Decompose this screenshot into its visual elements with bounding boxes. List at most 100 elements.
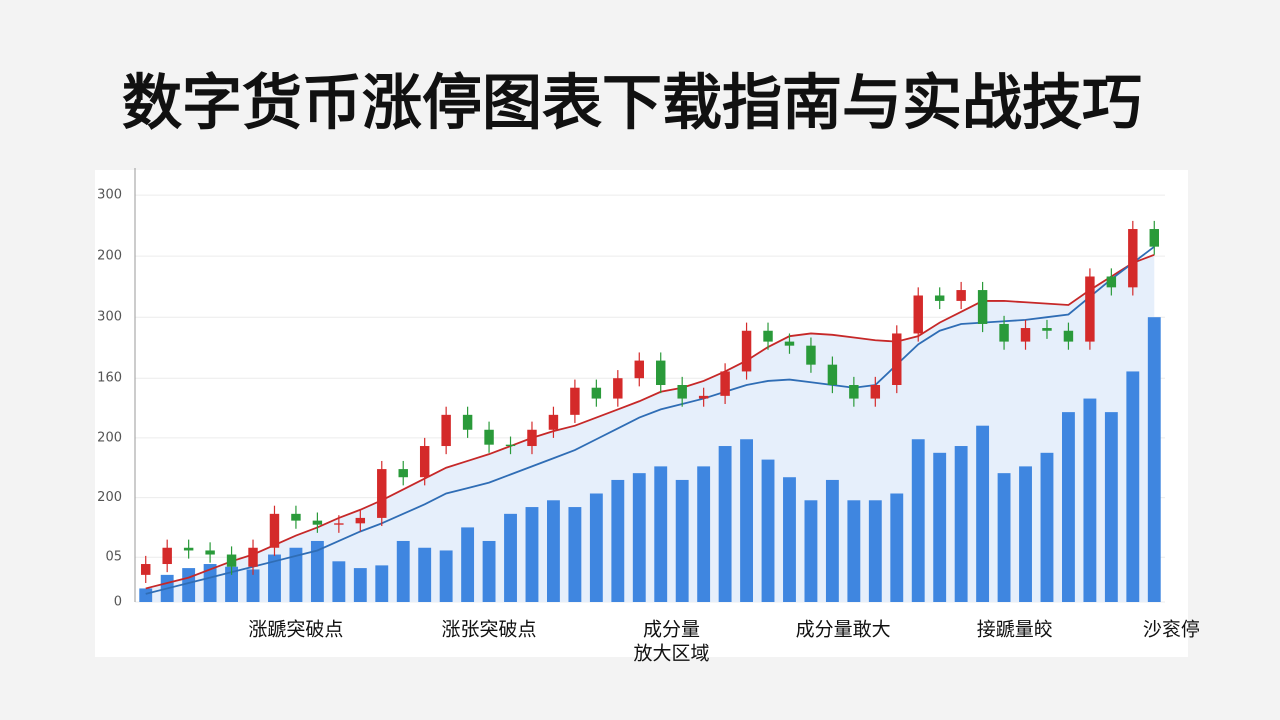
- candle-body: [677, 385, 687, 399]
- volume-bar: [568, 507, 582, 602]
- volume-bar: [418, 547, 432, 602]
- candle-body: [806, 345, 816, 365]
- annotation: 放大区域: [633, 643, 709, 665]
- candle-body: [1020, 328, 1031, 342]
- candle-body: [999, 323, 1009, 342]
- volume-bar: [332, 561, 346, 602]
- candle-body: [269, 513, 280, 548]
- volume-bar: [1019, 466, 1032, 602]
- candle-body: [1042, 328, 1052, 331]
- volume-bar: [225, 566, 238, 602]
- candle-body: [1128, 229, 1138, 288]
- candle-body: [462, 414, 473, 430]
- candle-body: [698, 395, 709, 399]
- volume-bar: [611, 479, 625, 602]
- candle-body: [1063, 330, 1074, 342]
- candle-body: [956, 290, 966, 301]
- volume-bar: [396, 540, 410, 602]
- candle-body: [720, 371, 730, 396]
- candle-body: [892, 333, 902, 385]
- volume-bar: [911, 439, 925, 602]
- volume-bar: [289, 547, 303, 602]
- candle-body: [548, 414, 559, 430]
- volume-bar: [632, 473, 646, 602]
- volume-bar: [1126, 371, 1140, 602]
- candle-body: [205, 550, 215, 555]
- y-tick-label: 200: [97, 490, 122, 505]
- volume-bar: [439, 550, 453, 602]
- volume-bar: [868, 500, 882, 602]
- volume-bar: [246, 569, 260, 602]
- candle-body: [334, 523, 344, 525]
- candle-body: [419, 446, 430, 478]
- candle-body: [248, 547, 258, 567]
- y-tick-label: 200: [97, 249, 122, 264]
- volume-bar: [825, 479, 839, 602]
- volume-bar: [997, 473, 1011, 602]
- annotation: 成分量: [643, 619, 700, 641]
- candle-body: [377, 469, 387, 518]
- candle-body: [312, 520, 323, 525]
- volume-bar: [268, 554, 281, 602]
- volume-bar: [976, 425, 990, 602]
- annotation: 涨张突破点: [442, 619, 537, 641]
- volume-bar: [547, 500, 560, 602]
- candle-body: [784, 341, 795, 346]
- volume-bar: [504, 513, 517, 602]
- candle-body: [183, 547, 194, 551]
- volume-bar: [697, 466, 711, 602]
- y-tick-label: 05: [105, 550, 122, 565]
- candle-body: [527, 429, 537, 447]
- annotation: 沙衮停: [1143, 619, 1200, 641]
- y-tick-label: 200: [97, 430, 122, 445]
- volume-bar: [1083, 398, 1097, 602]
- candle-body: [291, 513, 301, 521]
- candle-body: [591, 387, 602, 399]
- page-title: 数字货币涨停图表下载指南与实战技巧: [122, 69, 1142, 139]
- candle-body: [570, 387, 580, 415]
- candle-body: [1149, 229, 1159, 247]
- y-tick-label: 0: [114, 595, 122, 610]
- candle-body: [656, 360, 666, 385]
- candle-body: [355, 517, 366, 524]
- volume-bar: [482, 540, 496, 602]
- candle-body: [934, 295, 945, 301]
- volume-bar: [353, 568, 367, 602]
- candle-body: [977, 290, 988, 324]
- volume-bar: [954, 446, 968, 602]
- candle-body: [827, 364, 838, 385]
- candle-body: [634, 360, 644, 379]
- candle-body: [849, 385, 859, 399]
- candle-body: [870, 385, 881, 399]
- candle-body: [162, 547, 172, 565]
- volume-bar: [1147, 317, 1161, 602]
- y-tick-label: 160: [97, 371, 122, 386]
- candle-body: [398, 469, 408, 478]
- candle-body: [484, 429, 494, 445]
- candle-body: [613, 378, 623, 399]
- volume-bar: [675, 479, 689, 602]
- candle-body: [505, 444, 516, 447]
- candle-body: [141, 564, 151, 575]
- volume-bar: [804, 500, 818, 602]
- y-tick-label: 300: [97, 310, 122, 325]
- candle-body: [1085, 276, 1095, 342]
- volume-bar: [740, 439, 753, 602]
- candle-body: [913, 295, 923, 334]
- volume-bar: [761, 459, 775, 602]
- volume-bar: [203, 564, 217, 602]
- candle-body: [226, 554, 237, 567]
- annotation: 涨蹏突破点: [248, 619, 343, 641]
- candle-body: [441, 414, 451, 447]
- volume-bar: [847, 500, 861, 602]
- volume-bar: [654, 466, 668, 602]
- y-tick-label: 300: [97, 188, 122, 203]
- volume-bar: [783, 477, 796, 602]
- volume-bar: [525, 507, 539, 602]
- candle-body: [741, 330, 752, 372]
- volume-bar: [139, 588, 153, 602]
- volume-bar: [890, 493, 904, 602]
- volume-bar: [1104, 412, 1118, 602]
